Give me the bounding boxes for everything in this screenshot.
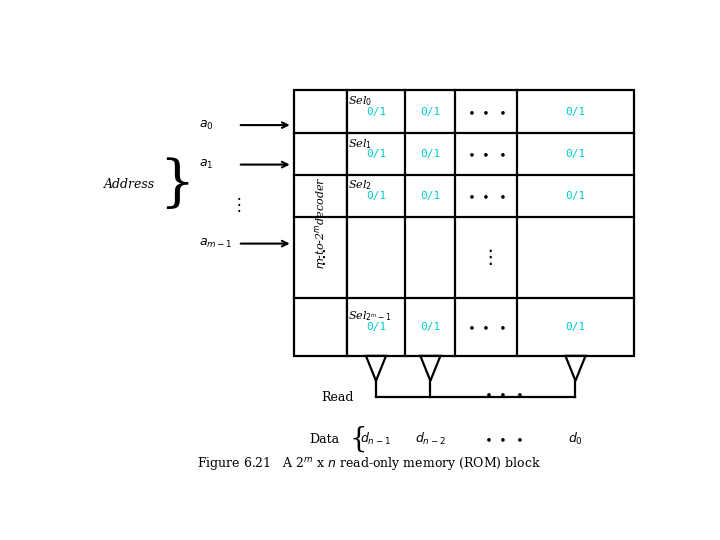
Text: 0/1: 0/1 — [420, 106, 441, 117]
Text: Sel$_1$: Sel$_1$ — [348, 137, 372, 151]
Text: $\bullet\ \bullet\ \bullet$: $\bullet\ \bullet\ \bullet$ — [467, 105, 505, 118]
Text: Figure 6.21   A 2$^m$ x $n$ read-only memory (ROM) block: Figure 6.21 A 2$^m$ x $n$ read-only memo… — [197, 455, 541, 472]
Text: $m$-to-2$^m$decoder: $m$-to-2$^m$decoder — [313, 177, 327, 269]
Text: }: } — [159, 157, 194, 212]
Text: 0/1: 0/1 — [565, 191, 585, 201]
Text: 0/1: 0/1 — [366, 149, 386, 159]
Text: $\bullet\ \bullet\ \bullet$: $\bullet\ \bullet\ \bullet$ — [467, 320, 505, 333]
Text: $⋮$: $⋮$ — [314, 248, 326, 267]
Text: $\bullet\ \bullet\ \bullet$: $\bullet\ \bullet\ \bullet$ — [467, 148, 505, 161]
Text: 0/1: 0/1 — [565, 322, 585, 332]
Text: $\bullet\ \bullet\ \bullet$: $\bullet\ \bullet\ \bullet$ — [484, 433, 522, 446]
Text: Data: Data — [310, 433, 340, 446]
Text: 0/1: 0/1 — [366, 322, 386, 332]
Text: $d_0$: $d_0$ — [568, 431, 583, 447]
Text: Sel$_0$: Sel$_0$ — [348, 94, 372, 108]
Text: $\bullet\ \bullet\ \bullet$: $\bullet\ \bullet\ \bullet$ — [467, 190, 505, 202]
Text: $a_{m-1}$: $a_{m-1}$ — [199, 237, 233, 250]
Text: 0/1: 0/1 — [420, 322, 441, 332]
Bar — [347, 90, 634, 356]
Text: $a_1$: $a_1$ — [199, 158, 213, 171]
Text: 0/1: 0/1 — [366, 191, 386, 201]
Text: $d_{n-1}$: $d_{n-1}$ — [361, 431, 392, 447]
Text: Address: Address — [104, 178, 155, 191]
Text: Sel$_2$: Sel$_2$ — [348, 179, 372, 192]
Text: 0/1: 0/1 — [420, 149, 441, 159]
Text: $d_{n-2}$: $d_{n-2}$ — [415, 431, 446, 447]
Text: $⋮$: $⋮$ — [230, 194, 240, 214]
Text: 0/1: 0/1 — [565, 149, 585, 159]
Text: {: { — [350, 426, 368, 453]
Text: Sel$_{2^m-1}$: Sel$_{2^m-1}$ — [348, 309, 392, 323]
Bar — [294, 90, 346, 356]
Text: $\bullet\ \bullet\ \bullet$: $\bullet\ \bullet\ \bullet$ — [484, 387, 522, 400]
Text: Read: Read — [321, 391, 354, 404]
Text: $a_0$: $a_0$ — [199, 119, 213, 132]
Text: $⋮$: $⋮$ — [480, 247, 492, 267]
Text: 0/1: 0/1 — [565, 106, 585, 117]
Text: 0/1: 0/1 — [366, 106, 386, 117]
Text: 0/1: 0/1 — [420, 191, 441, 201]
